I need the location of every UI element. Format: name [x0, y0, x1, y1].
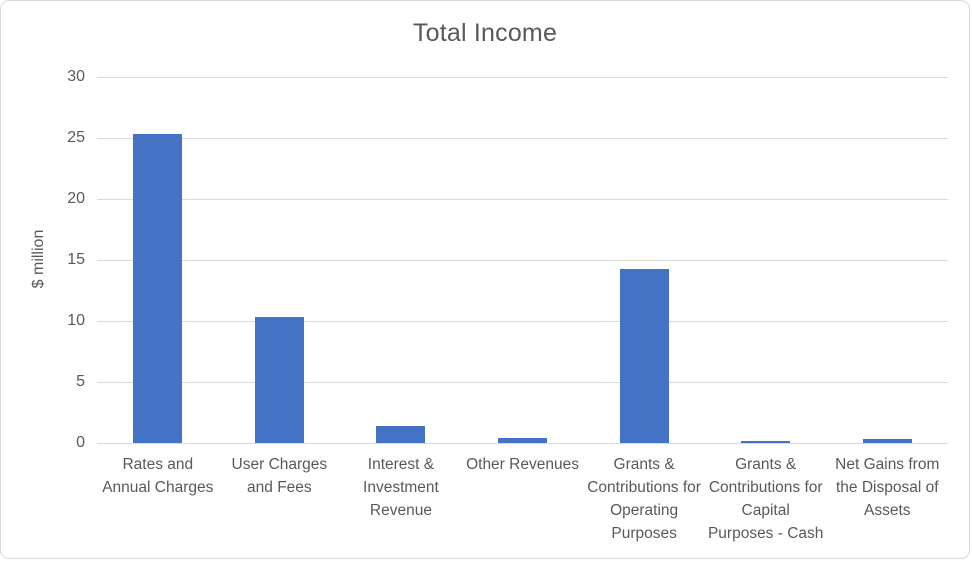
- gridline-30: [97, 77, 948, 78]
- gridline-15: [97, 260, 948, 261]
- category-label-5: Grants & Contributions for Operating Pur…: [587, 456, 701, 542]
- gridline-25: [97, 138, 948, 139]
- x-axis-category-labels: Rates and Annual Charges User Charges and…: [97, 453, 948, 545]
- gridline-20: [97, 199, 948, 200]
- y-tick-label-25: 25: [67, 129, 85, 146]
- y-tick-label-20: 20: [67, 190, 85, 207]
- chart-title: Total Income: [412, 19, 558, 47]
- y-tick-label-15: 15: [67, 251, 85, 268]
- x-axis-line: [97, 443, 948, 444]
- plot-area: [97, 77, 948, 444]
- bar-5[interactable]: [619, 268, 669, 443]
- category-label-1: Rates and Annual Charges: [102, 456, 214, 496]
- bar-7[interactable]: [862, 439, 912, 443]
- category-label-7: Net Gains from the Disposal of Assets: [835, 456, 940, 519]
- bar-2[interactable]: [254, 317, 304, 443]
- bar-3[interactable]: [376, 425, 426, 443]
- category-label-3: Interest & Investment Revenue: [363, 456, 439, 519]
- gridline-5: [97, 382, 948, 383]
- bar-4[interactable]: [498, 438, 547, 443]
- y-tick-label-10: 10: [67, 312, 85, 329]
- category-label-6: Grants & Contributions for Capital Purpo…: [707, 456, 824, 542]
- y-tick-label-30: 30: [67, 68, 85, 85]
- y-tick-label-0: 0: [76, 434, 85, 451]
- category-label-2: User Charges and Fees: [231, 456, 328, 496]
- bar-6[interactable]: [741, 440, 791, 443]
- bar-1[interactable]: [133, 134, 183, 443]
- gridline-10: [97, 321, 948, 322]
- y-tick-label-5: 5: [76, 373, 85, 390]
- category-label-4: Other Revenues: [466, 456, 579, 473]
